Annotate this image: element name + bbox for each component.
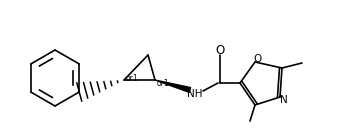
- Text: or1: or1: [157, 79, 170, 88]
- Text: O: O: [254, 54, 262, 64]
- Text: N: N: [280, 95, 288, 105]
- Polygon shape: [155, 80, 191, 92]
- Text: NH: NH: [187, 89, 203, 99]
- Text: O: O: [216, 44, 224, 57]
- Text: or1: or1: [126, 74, 139, 83]
